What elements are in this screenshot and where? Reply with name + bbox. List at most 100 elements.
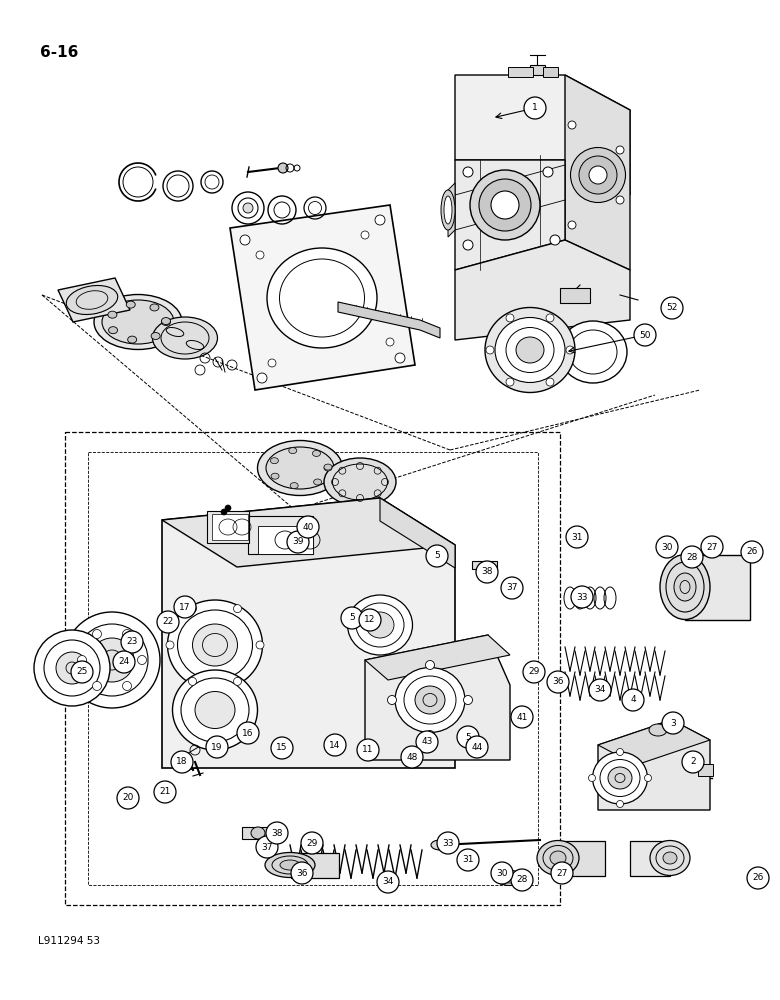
Ellipse shape — [495, 870, 525, 886]
Circle shape — [256, 641, 264, 649]
Ellipse shape — [366, 612, 394, 638]
Ellipse shape — [168, 600, 263, 690]
Circle shape — [661, 297, 683, 319]
Ellipse shape — [485, 308, 575, 392]
Text: 22: 22 — [162, 617, 174, 626]
Circle shape — [233, 677, 242, 685]
Bar — [630, 840, 670, 876]
Text: 28: 28 — [686, 552, 697, 562]
Circle shape — [426, 545, 448, 567]
Circle shape — [359, 609, 381, 631]
Text: 50: 50 — [640, 330, 651, 340]
Text: 14: 14 — [329, 740, 341, 750]
Polygon shape — [448, 183, 455, 237]
Ellipse shape — [150, 304, 159, 311]
Circle shape — [189, 605, 197, 613]
Ellipse shape — [126, 301, 135, 308]
Polygon shape — [380, 498, 455, 568]
Polygon shape — [365, 635, 510, 680]
Ellipse shape — [608, 767, 632, 789]
Circle shape — [401, 746, 423, 768]
Circle shape — [568, 221, 576, 229]
Bar — [560, 288, 590, 302]
Ellipse shape — [348, 595, 413, 655]
Text: 18: 18 — [176, 758, 188, 766]
Ellipse shape — [195, 692, 235, 728]
Ellipse shape — [94, 294, 182, 350]
Circle shape — [361, 231, 369, 239]
Text: 5: 5 — [465, 732, 471, 742]
Circle shape — [543, 167, 553, 177]
Circle shape — [301, 832, 323, 854]
Circle shape — [56, 652, 88, 684]
Circle shape — [297, 516, 319, 538]
Text: 31: 31 — [463, 856, 473, 864]
Text: 27: 27 — [556, 868, 568, 878]
Circle shape — [256, 836, 278, 858]
Text: 17: 17 — [179, 602, 191, 611]
Circle shape — [287, 531, 309, 553]
Circle shape — [122, 630, 132, 639]
Ellipse shape — [444, 196, 452, 224]
Circle shape — [701, 536, 723, 558]
Circle shape — [622, 689, 644, 711]
Circle shape — [616, 800, 623, 808]
Circle shape — [682, 751, 704, 773]
Circle shape — [324, 734, 346, 756]
Ellipse shape — [674, 573, 696, 601]
Ellipse shape — [280, 860, 300, 870]
Circle shape — [566, 526, 588, 548]
Ellipse shape — [491, 191, 519, 219]
Text: 31: 31 — [571, 532, 583, 542]
Text: 30: 30 — [496, 868, 508, 878]
Circle shape — [154, 781, 176, 803]
Circle shape — [551, 862, 573, 884]
Bar — [257, 526, 313, 554]
Polygon shape — [565, 75, 630, 270]
Circle shape — [189, 677, 197, 685]
Text: 36: 36 — [296, 868, 308, 878]
Circle shape — [77, 656, 87, 664]
Circle shape — [547, 671, 569, 693]
Text: 44: 44 — [471, 742, 483, 752]
Text: 40: 40 — [303, 522, 314, 532]
Circle shape — [122, 681, 132, 690]
Ellipse shape — [470, 170, 540, 240]
Circle shape — [291, 862, 313, 884]
Ellipse shape — [660, 554, 710, 619]
Circle shape — [568, 121, 576, 129]
Ellipse shape — [267, 248, 377, 348]
Ellipse shape — [516, 337, 544, 363]
Circle shape — [524, 97, 546, 119]
Ellipse shape — [395, 668, 465, 732]
Circle shape — [511, 706, 533, 728]
Circle shape — [233, 605, 242, 613]
Ellipse shape — [161, 318, 171, 325]
Text: 28: 28 — [516, 876, 528, 884]
Circle shape — [64, 612, 160, 708]
Ellipse shape — [324, 465, 332, 471]
Bar — [247, 516, 313, 554]
Ellipse shape — [290, 483, 298, 489]
Circle shape — [571, 586, 593, 608]
Ellipse shape — [324, 458, 396, 506]
Circle shape — [278, 163, 288, 173]
Circle shape — [271, 737, 293, 759]
Ellipse shape — [537, 840, 579, 876]
Circle shape — [616, 146, 624, 154]
Circle shape — [546, 314, 554, 322]
Ellipse shape — [650, 840, 690, 876]
Text: 34: 34 — [594, 686, 606, 694]
Circle shape — [137, 656, 147, 664]
Ellipse shape — [266, 447, 334, 489]
Text: 23: 23 — [126, 638, 138, 647]
Circle shape — [166, 641, 174, 649]
Circle shape — [463, 696, 473, 704]
Circle shape — [266, 822, 288, 844]
Text: 16: 16 — [243, 728, 254, 738]
Ellipse shape — [479, 179, 531, 231]
Text: 29: 29 — [528, 668, 540, 676]
Polygon shape — [162, 498, 455, 768]
Circle shape — [206, 736, 228, 758]
Ellipse shape — [589, 166, 607, 184]
